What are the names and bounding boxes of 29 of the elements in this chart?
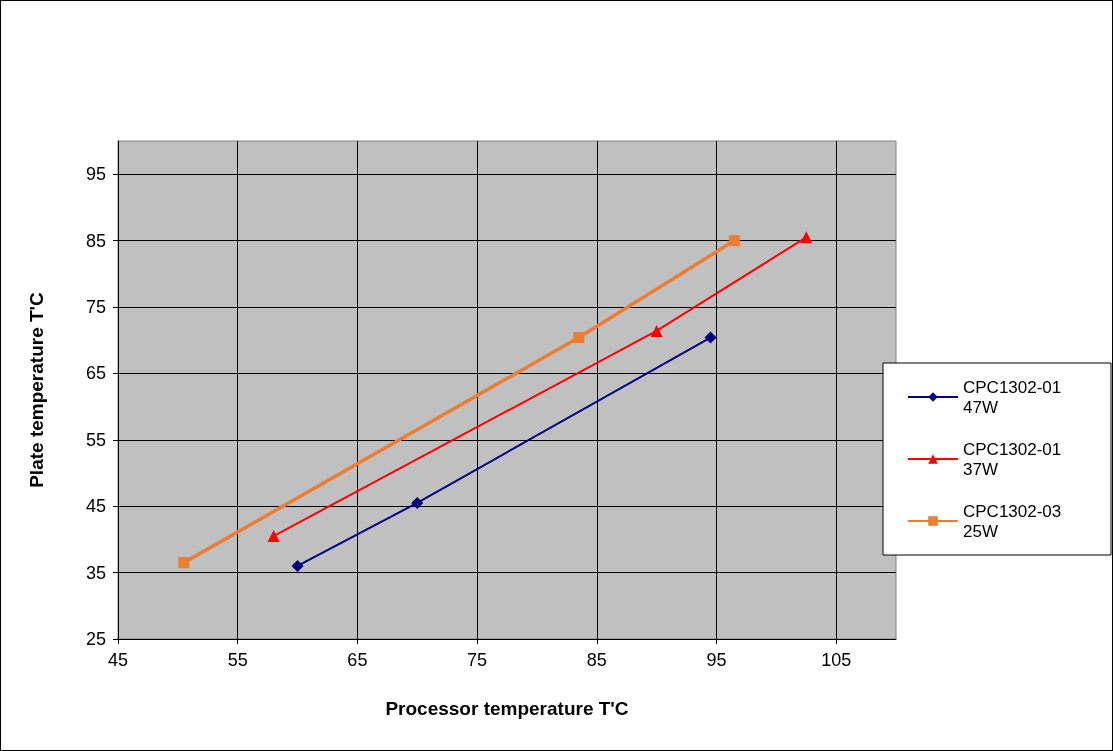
legend-label: CPC1302-01 47W xyxy=(963,377,1062,417)
point xyxy=(704,331,717,344)
legend-label: CPC1302-01 37W xyxy=(963,439,1062,479)
point xyxy=(178,557,190,569)
x-axis-title: Processor temperature T'C xyxy=(385,698,629,719)
y-tick-label: 75 xyxy=(85,297,106,317)
point xyxy=(728,235,740,247)
point xyxy=(291,559,304,572)
y-tick-label: 95 xyxy=(85,164,106,185)
x-tick-label: 65 xyxy=(347,650,368,670)
x-tick-label: 105 xyxy=(821,650,852,670)
x-tick-label: 45 xyxy=(107,650,129,670)
x-tick-label: 75 xyxy=(467,650,488,670)
point xyxy=(267,530,280,543)
x-tick-label: 55 xyxy=(227,650,248,670)
y-tick-label: 45 xyxy=(85,496,106,517)
point xyxy=(573,332,585,344)
y-tick-label: 55 xyxy=(85,429,106,450)
x-tick-label: 85 xyxy=(586,650,607,670)
y-tick-label: 35 xyxy=(85,562,106,583)
point xyxy=(800,231,813,244)
point xyxy=(411,496,424,509)
legend-label: CPC1302-03 25W xyxy=(963,501,1062,541)
point xyxy=(650,324,663,337)
y-tick-label: 65 xyxy=(85,363,106,384)
y-axis-title: Plate temperature T'C xyxy=(26,291,47,488)
y-tick-label: 85 xyxy=(85,230,106,251)
y-tick-label: 25 xyxy=(85,629,106,649)
x-tick-label: 95 xyxy=(706,650,727,670)
